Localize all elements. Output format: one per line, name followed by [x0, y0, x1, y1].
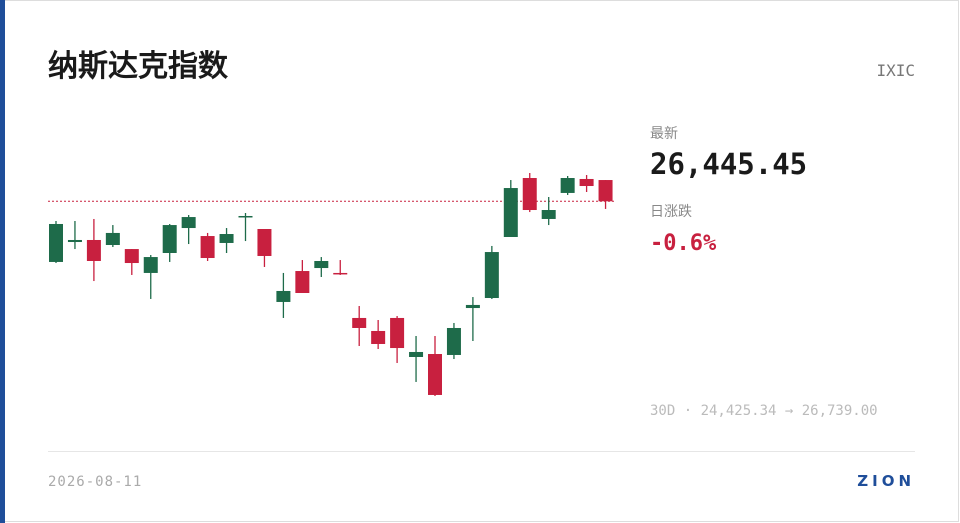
change: -0.6% — [650, 231, 717, 256]
brand: ZION — [857, 472, 915, 490]
candle-body — [579, 178, 594, 187]
candle-body — [465, 304, 480, 309]
candle-body — [295, 271, 310, 293]
date: 2026-08-11 — [48, 474, 142, 490]
candle-body — [333, 272, 348, 275]
candle-body — [86, 239, 101, 261]
candle-body — [371, 330, 386, 344]
range-label: 30D · 24,425.34 → 26,739.00 — [650, 403, 878, 419]
ticker: IXIC — [876, 61, 915, 80]
change-caption: 日涨跌 — [650, 204, 692, 220]
candle-body — [124, 249, 139, 264]
candle-body — [219, 234, 234, 243]
candle-body — [484, 252, 499, 299]
candle-body — [314, 260, 329, 269]
candle-body — [162, 225, 177, 253]
candle-body — [428, 354, 442, 395]
candle-body — [560, 178, 575, 193]
candle-body — [522, 178, 537, 211]
candle-body — [598, 180, 613, 202]
candle-body — [409, 351, 424, 357]
candle-body — [257, 228, 272, 256]
candle-body — [67, 239, 82, 243]
candle-body — [49, 223, 63, 262]
candle-body — [276, 290, 291, 302]
candle-body — [200, 236, 215, 259]
title: 纳斯达克指数 — [48, 49, 229, 84]
candle-body — [105, 232, 120, 245]
accent-bar — [0, 0, 5, 523]
candle-body — [503, 188, 518, 237]
candle-body — [352, 317, 367, 328]
candle-body — [541, 210, 556, 219]
last-price: 26,445.45 — [650, 147, 807, 181]
candle-body — [446, 327, 461, 355]
candle-body — [238, 215, 253, 218]
last-caption: 最新 — [650, 126, 678, 142]
candle-body — [181, 217, 196, 229]
candle-body — [143, 257, 158, 273]
candle-body — [390, 317, 405, 349]
